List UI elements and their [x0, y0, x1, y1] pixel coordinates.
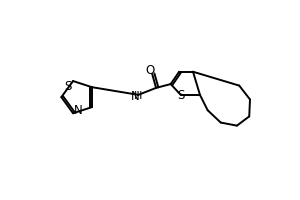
- Text: S: S: [64, 80, 71, 93]
- Text: O: O: [145, 64, 154, 77]
- Text: S: S: [177, 89, 184, 102]
- Text: H: H: [134, 91, 142, 101]
- Text: N: N: [74, 104, 83, 117]
- Text: N: N: [131, 90, 140, 103]
